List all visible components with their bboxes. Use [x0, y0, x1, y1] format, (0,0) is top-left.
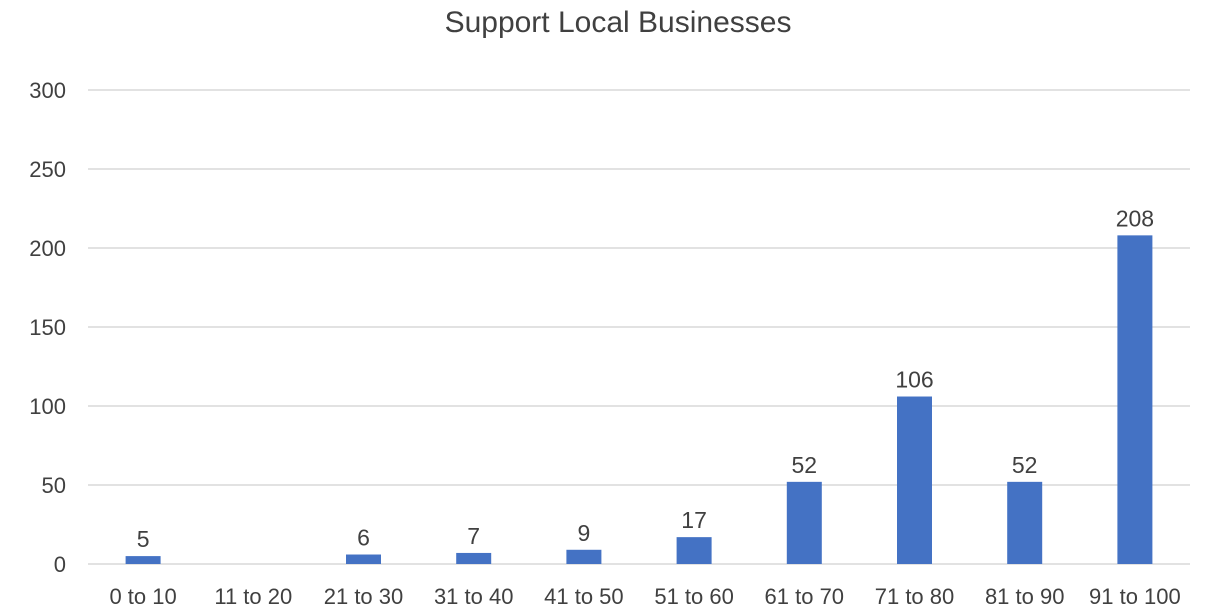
bar [125, 556, 161, 564]
x-tick-label: 31 to 40 [434, 584, 514, 609]
y-tick-label: 100 [29, 394, 66, 419]
x-tick-label: 11 to 20 [214, 584, 292, 609]
y-tick-label: 200 [29, 236, 66, 261]
chart-title: Support Local Businesses [444, 6, 792, 39]
data-label: 6 [357, 525, 370, 551]
x-tick-label: 61 to 70 [765, 584, 845, 609]
x-tick-label: 51 to 60 [654, 584, 734, 609]
bar [456, 552, 492, 564]
bar [346, 554, 381, 564]
x-tick-label: 71 to 80 [875, 584, 955, 609]
y-tick-label: 250 [29, 157, 66, 182]
x-tick-label: 41 to 50 [544, 584, 624, 609]
bar [897, 396, 932, 564]
bar [676, 537, 712, 564]
data-label: 5 [137, 526, 150, 552]
y-tick-label: 50 [42, 473, 66, 498]
x-tick-label: 0 to 10 [109, 584, 176, 609]
data-label: 9 [578, 520, 591, 546]
bar [1007, 481, 1043, 564]
x-tick-label: 81 to 90 [985, 584, 1065, 609]
bar [786, 481, 822, 564]
y-tick-label: 0 [54, 552, 66, 577]
bar [566, 549, 602, 564]
y-tick-label: 150 [29, 315, 66, 340]
data-label: 106 [895, 367, 933, 393]
bar [1117, 235, 1153, 565]
data-label: 52 [1012, 452, 1038, 478]
data-label: 52 [792, 452, 818, 478]
data-label: 208 [1116, 205, 1154, 231]
x-tick-label: 91 to 100 [1089, 584, 1181, 609]
x-tick-label: 21 to 30 [324, 584, 404, 609]
y-tick-label: 300 [29, 78, 66, 103]
data-label: 7 [467, 523, 480, 549]
data-label: 17 [681, 507, 707, 533]
